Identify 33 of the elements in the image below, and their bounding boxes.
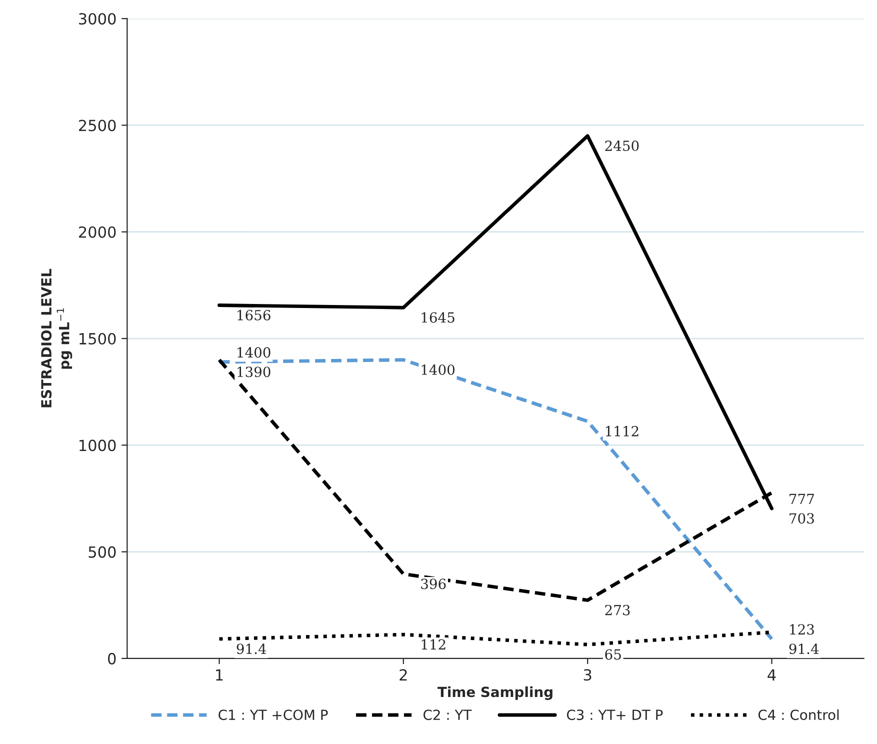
y-tick-label: 500 <box>88 546 116 558</box>
y-tick-label: 1500 <box>80 332 116 345</box>
x-tick-label: 3 <box>584 669 592 681</box>
x-tick-label: 4 <box>768 669 776 680</box>
legend-label: C1 : YT +COM P <box>218 710 328 720</box>
data-label: 777 <box>790 494 814 504</box>
data-label: 396 <box>421 578 446 590</box>
data-label: 123 <box>790 624 814 635</box>
legend-label: C4 : Control <box>758 709 839 720</box>
y-tick-label: 1000 <box>80 440 116 452</box>
data-label: 703 <box>790 513 814 524</box>
data-label: 65 <box>605 649 621 660</box>
data-label: 112 <box>422 639 446 650</box>
y-tick-label: 2500 <box>78 120 116 132</box>
x-tick-label: 1 <box>216 669 223 680</box>
y-tick-label: 2000 <box>78 226 116 238</box>
data-label: 1400 <box>238 347 270 358</box>
y-tick-label: 3000 <box>79 13 116 25</box>
y-tick-label: 0 <box>108 652 116 664</box>
data-label: 1112 <box>606 426 638 436</box>
y-axis-title: ESTRADIOL LEVEL pg mL$^{−1}$ <box>41 268 72 408</box>
data-label: 91.4 <box>789 644 819 654</box>
x-axis-title: Time Sampling <box>438 686 552 700</box>
legend-label: C3 : YT+ DT P <box>566 710 663 720</box>
data-label: 1390 <box>238 366 270 378</box>
data-label: 1656 <box>238 310 270 320</box>
data-label: 1645 <box>422 312 454 323</box>
data-label: 2450 <box>605 140 639 152</box>
data-label: 1400 <box>422 364 455 375</box>
x-tick-label: 2 <box>400 669 407 680</box>
data-label: 91.4 <box>236 644 266 654</box>
data-label: 273 <box>605 604 630 616</box>
legend-label: C2 : YT <box>423 710 472 720</box>
